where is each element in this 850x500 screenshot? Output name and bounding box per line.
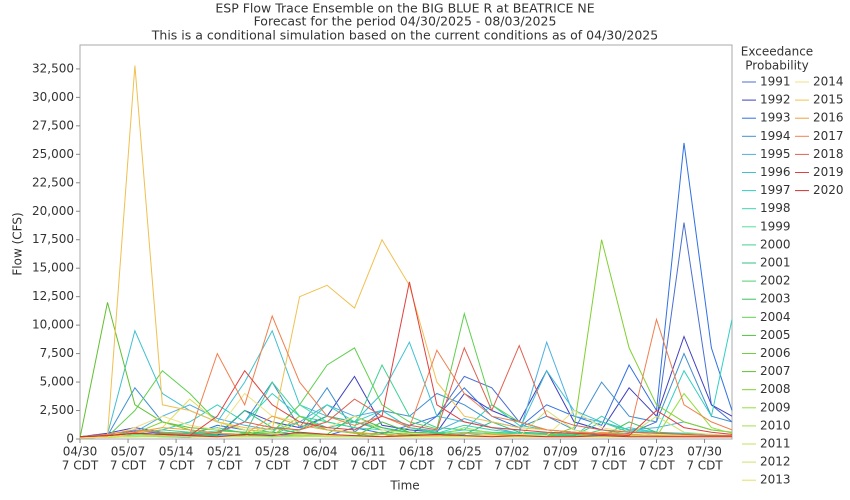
y-tick-label: 20,000 bbox=[32, 204, 74, 218]
x-tick-label: 07/09 bbox=[543, 445, 578, 459]
y-tick-label: 7,500 bbox=[40, 346, 74, 360]
legend-label: 1998 bbox=[760, 201, 791, 215]
y-tick-label: 30,000 bbox=[32, 90, 74, 104]
y-tick-label: 0 bbox=[66, 432, 74, 446]
x-tick-sublabel: 7 CDT bbox=[446, 459, 483, 473]
legend-label: 2007 bbox=[760, 364, 791, 378]
legend-label: 2006 bbox=[760, 346, 791, 360]
x-tick-label: 06/18 bbox=[399, 445, 434, 459]
legend-label: 2004 bbox=[760, 310, 791, 324]
legend-label: 1999 bbox=[760, 219, 791, 233]
legend-label: 1994 bbox=[760, 129, 791, 143]
y-tick-label: 12,500 bbox=[32, 289, 74, 303]
chart-subtitle: This is a conditional simulation based o… bbox=[151, 28, 658, 43]
legend-label: 2003 bbox=[760, 292, 791, 306]
x-tick-sublabel: 7 CDT bbox=[590, 459, 627, 473]
x-tick-label: 05/28 bbox=[255, 445, 290, 459]
legend-label: 2016 bbox=[813, 111, 844, 125]
x-tick-label: 07/23 bbox=[639, 445, 674, 459]
x-tick-sublabel: 7 CDT bbox=[686, 459, 723, 473]
legend-label: 1992 bbox=[760, 93, 791, 107]
flow-trace bbox=[79, 314, 733, 438]
legend-label: 2011 bbox=[760, 437, 791, 451]
x-tick-sublabel: 7 CDT bbox=[542, 459, 579, 473]
y-tick-label: 27,500 bbox=[32, 118, 74, 132]
legend-label: 2008 bbox=[760, 382, 791, 396]
legend-label: 2002 bbox=[760, 274, 791, 288]
y-tick-label: 15,000 bbox=[32, 261, 74, 275]
x-tick-label: 06/04 bbox=[303, 445, 338, 459]
legend-title: Exceedance bbox=[741, 45, 813, 59]
x-tick-label: 04/30 bbox=[63, 445, 98, 459]
x-tick-sublabel: 7 CDT bbox=[206, 459, 243, 473]
flow-trace bbox=[79, 340, 733, 438]
flow-trace bbox=[79, 319, 733, 438]
x-tick-sublabel: 7 CDT bbox=[110, 459, 147, 473]
legend-label: 2018 bbox=[813, 147, 844, 161]
chart-subtitle: Forecast for the period 04/30/2025 - 08/… bbox=[254, 14, 557, 29]
x-tick-sublabel: 7 CDT bbox=[638, 459, 675, 473]
x-tick-label: 05/07 bbox=[111, 445, 146, 459]
legend-label: 2013 bbox=[760, 473, 791, 487]
legend-label: 2009 bbox=[760, 400, 791, 414]
plot-frame bbox=[79, 44, 733, 440]
y-tick-label: 10,000 bbox=[32, 318, 74, 332]
legend-label: 2012 bbox=[760, 455, 791, 469]
x-tick-label: 05/21 bbox=[207, 445, 242, 459]
x-tick-sublabel: 7 CDT bbox=[158, 459, 195, 473]
flow-trace bbox=[79, 431, 732, 438]
x-tick-label: 07/02 bbox=[495, 445, 530, 459]
x-axis-label: Time bbox=[389, 479, 419, 493]
y-tick-label: 17,500 bbox=[32, 232, 74, 246]
legend-label: 2001 bbox=[760, 256, 791, 270]
y-axis-label: Flow (CFS) bbox=[11, 212, 25, 275]
legend-label: 2000 bbox=[760, 237, 791, 251]
x-tick-sublabel: 7 CDT bbox=[302, 459, 339, 473]
chart-title: ESP Flow Trace Ensemble on the BIG BLUE … bbox=[215, 1, 594, 16]
legend-title: Probability bbox=[745, 59, 808, 73]
x-tick-label: 05/14 bbox=[159, 445, 194, 459]
legend-label: 1993 bbox=[760, 111, 791, 125]
y-tick-label: 5,000 bbox=[40, 375, 74, 389]
flow-trace bbox=[79, 65, 732, 438]
x-tick-label: 07/30 bbox=[687, 445, 722, 459]
x-tick-label: 06/11 bbox=[351, 445, 386, 459]
y-tick-label: 2,500 bbox=[40, 403, 74, 417]
legend-label: 2017 bbox=[813, 129, 844, 143]
legend-label: 2005 bbox=[760, 328, 791, 342]
x-tick-sublabel: 7 CDT bbox=[254, 459, 291, 473]
y-tick-label: 32,500 bbox=[32, 61, 74, 75]
x-tick-label: 07/16 bbox=[591, 445, 626, 459]
flow-trace bbox=[79, 311, 732, 439]
y-tick-label: 25,000 bbox=[32, 147, 74, 161]
legend-label: 2015 bbox=[813, 93, 844, 107]
x-tick-sublabel: 7 CDT bbox=[62, 459, 99, 473]
x-tick-sublabel: 7 CDT bbox=[494, 459, 531, 473]
legend-label: 1991 bbox=[760, 75, 791, 89]
x-tick-sublabel: 7 CDT bbox=[398, 459, 435, 473]
flow-trace bbox=[79, 222, 733, 438]
legend-label: 1997 bbox=[760, 183, 791, 197]
legend-label: 2019 bbox=[813, 165, 844, 179]
legend-label: 2014 bbox=[813, 75, 844, 89]
legend-label: 1996 bbox=[760, 165, 791, 179]
x-tick-label: 06/25 bbox=[447, 445, 482, 459]
legend-label: 2020 bbox=[813, 183, 844, 197]
y-tick-label: 22,500 bbox=[32, 175, 74, 189]
legend-label: 2010 bbox=[760, 418, 791, 432]
x-tick-sublabel: 7 CDT bbox=[350, 459, 387, 473]
legend-label: 1995 bbox=[760, 147, 791, 161]
